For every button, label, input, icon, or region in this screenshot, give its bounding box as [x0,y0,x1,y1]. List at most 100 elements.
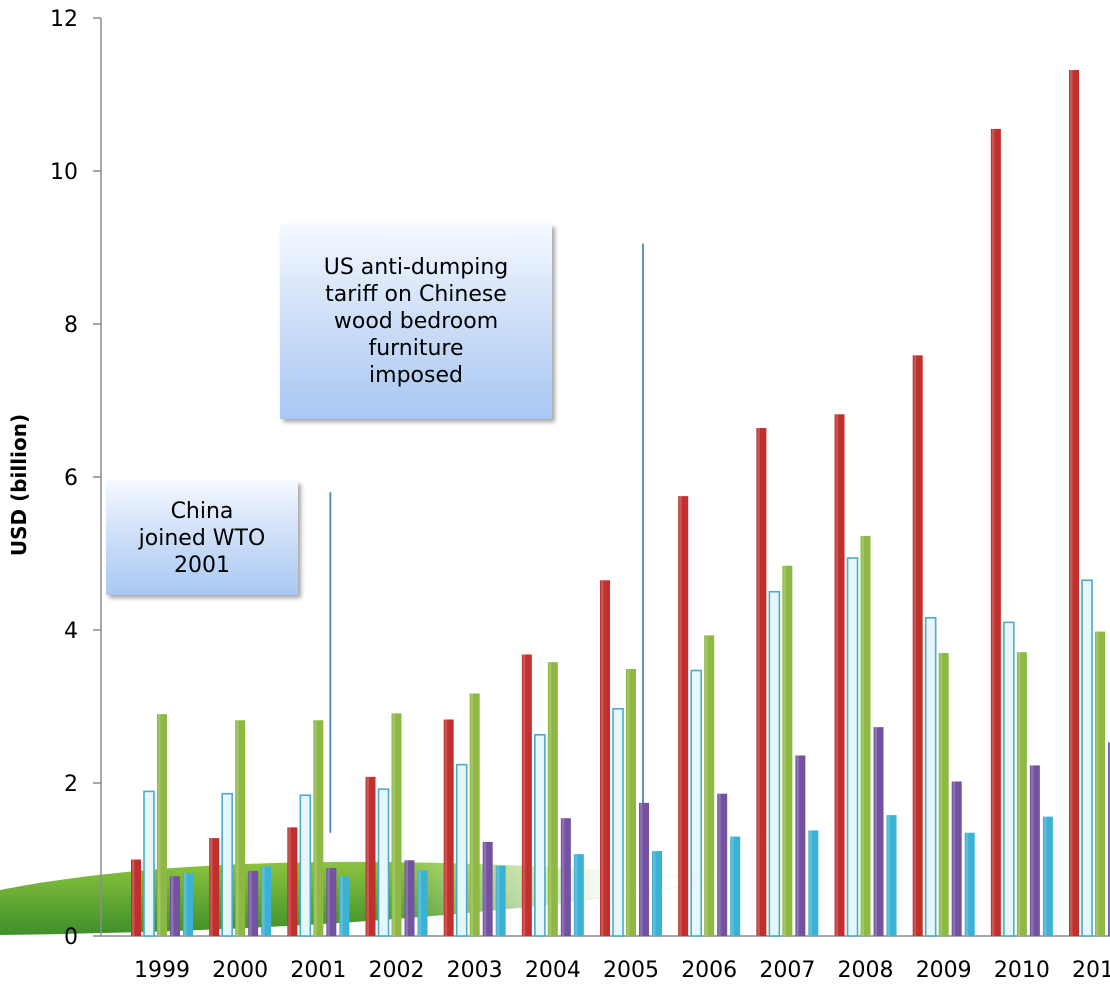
bar [1042,816,1053,936]
bar-highlight [718,793,721,936]
bar [1069,70,1080,936]
y-axis-label: USD (billion) [7,414,31,556]
bar [469,693,480,936]
bar-highlight [965,832,969,936]
bar [560,818,571,936]
bar-highlight [249,870,252,936]
bar-highlight [874,727,878,936]
bar [377,788,390,937]
bar [1081,579,1093,937]
bar-highlight [171,876,174,936]
bar [626,669,637,936]
bar [834,414,845,936]
bar-highlight [913,355,917,936]
bar [209,838,220,936]
bar [326,867,337,936]
bar [521,654,532,936]
bar [143,790,155,937]
x-tick-label: 2002 [369,958,425,983]
bar [248,870,259,936]
bar [873,727,884,936]
x-tick-label: 2004 [525,958,581,983]
bar [1108,742,1110,936]
bar [1003,621,1015,937]
x-tick-label: 2008 [838,958,894,983]
bar [612,707,624,937]
bar [495,865,506,936]
bar [951,781,962,936]
bar-highlight [496,865,500,936]
bar [1016,652,1027,936]
bar [886,815,897,936]
bar [846,557,859,937]
bar [678,496,689,936]
bar-highlight [705,635,708,936]
bar [756,428,767,936]
bar-highlight [184,873,187,936]
bar-highlight [887,815,891,936]
bar [795,755,806,936]
bar-highlight [288,827,291,936]
x-tick-label: 2000 [212,958,268,983]
bar [482,841,493,936]
bar [417,870,428,936]
bar-highlight [809,830,812,936]
bar [235,720,246,936]
y-tick-label: 6 [64,466,78,491]
annotation-callout-tariff: US anti-dumping tariff on Chinese wood bed… [280,224,552,419]
x-tick-label: 2007 [759,958,815,983]
bars [131,70,1110,937]
bar-highlight [796,755,799,936]
bar-highlight [561,818,565,936]
bar [365,776,376,936]
bar [299,794,312,937]
bar-highlight [314,720,317,936]
bar-highlight [340,876,343,936]
bar [912,355,923,936]
bar-highlight [627,669,630,936]
bar [261,866,272,936]
bar-highlight [1070,70,1073,936]
bar-highlight [483,841,487,936]
bar-highlight [861,535,865,936]
bar-highlight [210,838,213,936]
bar-highlight [653,851,656,936]
x-tick-label: 2003 [447,958,503,983]
bar [547,662,558,936]
x-tick-label: 2010 [994,958,1050,983]
bar-highlight [236,720,239,936]
bar-highlight [640,802,643,936]
bar-highlight [522,654,526,936]
x-tick-label: 2011 [1072,958,1110,983]
bar-highlight [574,854,578,936]
bar-highlight [939,652,943,936]
bar [690,669,702,937]
bar [455,763,468,937]
bar [990,128,1001,937]
bar-highlight [952,781,956,936]
x-tick-label: 2006 [681,958,737,983]
bar [639,802,650,936]
bar-highlight [1096,631,1099,936]
bar [313,720,324,936]
bar-highlight [991,128,995,937]
bar-highlight [327,867,330,936]
bar-highlight [1043,816,1047,936]
y-tick-label: 4 [64,619,78,644]
bar [860,535,871,936]
bar [221,792,233,937]
bar [717,793,728,936]
bar [730,836,741,936]
y-tick-label: 8 [64,313,78,338]
bar-highlight [405,860,409,936]
bar [1095,631,1106,936]
bar-highlight [392,713,396,936]
bar [704,635,715,936]
bar-highlight [731,836,734,936]
bar [131,859,141,936]
bar [652,851,663,936]
bar-highlight [1017,652,1021,936]
bar-highlight [158,714,161,936]
bar [938,652,949,936]
